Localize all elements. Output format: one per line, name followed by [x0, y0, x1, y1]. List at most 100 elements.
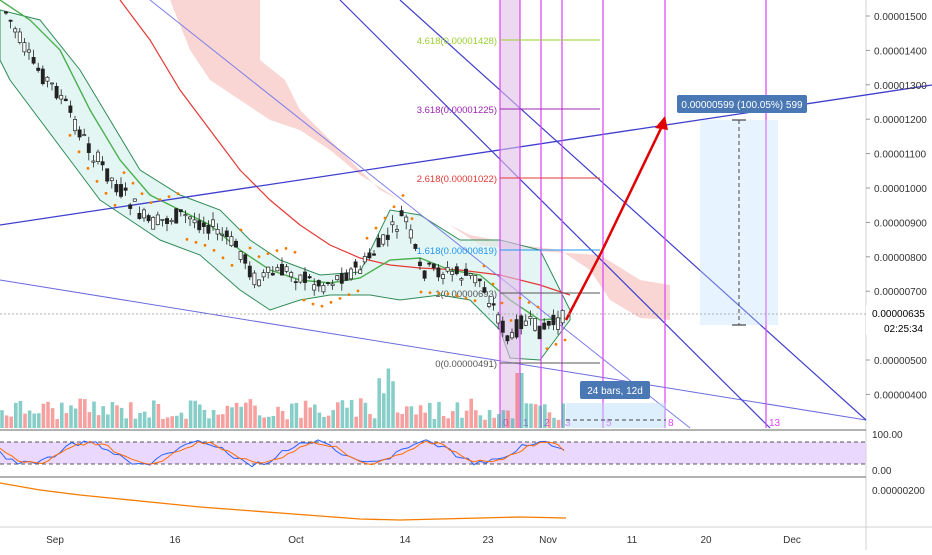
candle-body — [339, 273, 344, 284]
candle-body — [514, 319, 519, 338]
candle-body — [68, 105, 73, 113]
candle-body — [137, 212, 142, 219]
volume-bar — [37, 413, 41, 428]
volume-bar — [198, 404, 202, 428]
volume-bar — [487, 410, 492, 428]
volume-bar — [50, 408, 55, 428]
volume-bar — [423, 412, 427, 428]
bars-label: 24 bars, 12d — [587, 386, 643, 397]
volume-bar — [106, 414, 110, 428]
candle-body — [234, 240, 238, 248]
volume-bar — [101, 406, 105, 428]
candle-body — [160, 218, 165, 221]
volume-bar — [395, 412, 400, 428]
sar-dot — [365, 236, 369, 240]
trendline-diagonal-2 — [399, 0, 867, 421]
volume-bar — [510, 418, 515, 428]
sar-dot — [194, 240, 198, 244]
volume-bar — [349, 400, 354, 428]
volume-bar — [55, 419, 59, 428]
volume-bar — [280, 410, 285, 428]
volume-bar — [78, 398, 82, 428]
candle-body — [344, 272, 349, 281]
candle-body — [441, 274, 445, 279]
candle-body — [17, 31, 22, 43]
volume-bar — [331, 410, 335, 428]
candle-body — [491, 303, 496, 306]
volume-bar — [382, 393, 386, 428]
volume-bar — [446, 418, 450, 428]
volume-bar — [285, 419, 289, 428]
candle-body — [372, 253, 376, 256]
sar-dot — [455, 294, 459, 298]
candle-body — [165, 218, 169, 224]
time-axis-label: Oct — [288, 535, 304, 546]
price-axis-label: 0.00001200 — [874, 115, 927, 126]
volume-bar — [400, 414, 404, 428]
volume-bar — [524, 403, 529, 428]
volume-bar — [299, 417, 303, 428]
volume-bar — [202, 409, 207, 428]
candle-body — [224, 230, 229, 237]
candle-body — [307, 276, 312, 279]
price-axis-label: 0.00000800 — [874, 253, 927, 264]
volume-bar — [432, 418, 437, 428]
candle-body — [376, 237, 381, 248]
candle-body — [510, 332, 514, 339]
sar-dot — [554, 342, 558, 346]
volume-bar — [409, 406, 414, 428]
fib-level-label: 0(0.00000491) — [435, 359, 497, 370]
candle-body — [174, 208, 179, 224]
candle-body — [206, 224, 211, 234]
volume-bar — [474, 410, 478, 428]
volume-bar — [290, 403, 294, 428]
sar-dot — [356, 289, 360, 293]
sar-dot — [257, 255, 261, 259]
volume-bar — [225, 405, 230, 428]
candle-body — [450, 271, 455, 276]
price-axis-label: 0.00000700 — [874, 287, 927, 298]
sar-dot — [401, 194, 405, 197]
volume-bar — [18, 400, 23, 428]
candle-body — [54, 85, 59, 99]
volume-bar — [14, 402, 18, 428]
volume-bar — [147, 417, 151, 428]
volume-bar — [193, 400, 197, 428]
candle-body — [349, 268, 353, 280]
volume-bar — [138, 412, 142, 428]
volume-bar — [0, 410, 4, 428]
volume-bar — [175, 415, 179, 428]
candle-body — [211, 219, 215, 227]
candle-body — [326, 282, 330, 284]
volume-bar — [405, 406, 409, 428]
volume-bar — [533, 404, 538, 428]
volume-bar — [156, 404, 161, 428]
candle-body — [197, 220, 202, 231]
volume-bar — [207, 418, 211, 428]
price-axis-label: 0.00001400 — [874, 46, 927, 57]
sar-dot — [284, 247, 288, 250]
sar-dot — [329, 300, 333, 304]
time-axis-label: 23 — [482, 535, 494, 546]
sar-dot — [293, 250, 297, 254]
sar-dot — [248, 246, 252, 250]
volume-bar — [142, 411, 147, 428]
sar-dot — [221, 256, 225, 260]
candle-body — [316, 280, 321, 287]
sar-dot — [491, 282, 495, 286]
candle-body — [4, 11, 8, 14]
time-axis-label: 16 — [169, 535, 181, 546]
sar-dot — [536, 305, 540, 309]
volume-bar — [483, 419, 487, 428]
candle-body — [551, 314, 556, 326]
candles-group — [4, 10, 565, 345]
volume-bar — [460, 417, 464, 428]
candle-body — [275, 267, 280, 272]
volume-bar — [170, 416, 174, 428]
volume-bar — [179, 412, 184, 428]
candle-body — [215, 229, 220, 235]
bollinger-band-fill — [0, 9, 571, 361]
candle-body — [528, 316, 533, 319]
candle-body — [247, 265, 252, 278]
fib-level-label: 3.618(0.00001225) — [417, 105, 497, 116]
